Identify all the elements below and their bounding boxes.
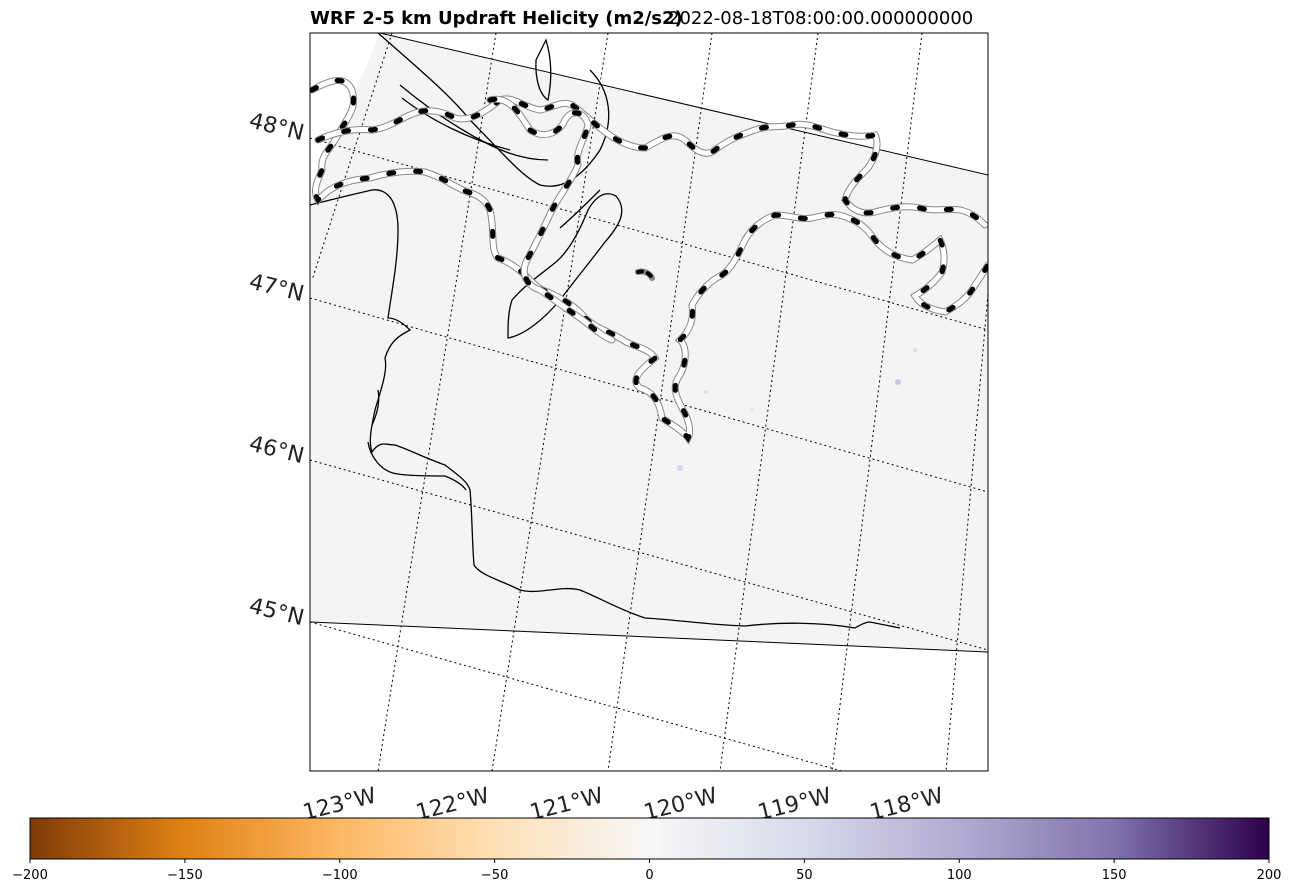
colorbar-tick-label: −150 <box>167 868 203 883</box>
colorbar-tick-label: 150 <box>1102 868 1127 883</box>
colorbar-tick-label: −200 <box>12 868 48 883</box>
longitude-gridlines <box>311 33 988 771</box>
helicity-blob <box>750 408 754 412</box>
colorbar-tick-label: 200 <box>1257 868 1282 883</box>
colorbar-tick-label: −100 <box>322 868 358 883</box>
coastline <box>310 33 901 629</box>
colorbar-ticks: −200 −150 −100 −50 0 50 100 150 200 <box>12 859 1281 883</box>
helicity-blob <box>704 390 708 394</box>
domain-edge <box>379 33 988 176</box>
colorbar-tick-label: 100 <box>947 868 972 883</box>
domain-edge <box>310 621 988 653</box>
map-frame <box>309 32 989 772</box>
colorbar-tick-label: −50 <box>481 868 508 883</box>
model-domain <box>310 33 988 652</box>
colorbar-tick-label: 50 <box>796 868 813 883</box>
colorbar-gradient <box>29 817 1270 860</box>
colorbar-tick-label: 0 <box>645 868 653 883</box>
helicity-blob <box>913 348 917 352</box>
map-title: WRF 2-5 km Updraft Helicity (m2/s2) <box>310 8 683 29</box>
helicity-blob <box>677 465 683 471</box>
helicity-contour-lines <box>310 77 988 445</box>
map-timestamp: 2022-08-18T08:00:00.000000000 <box>668 8 974 29</box>
helicity-blob <box>895 379 901 385</box>
latitude-gridlines <box>310 137 988 771</box>
